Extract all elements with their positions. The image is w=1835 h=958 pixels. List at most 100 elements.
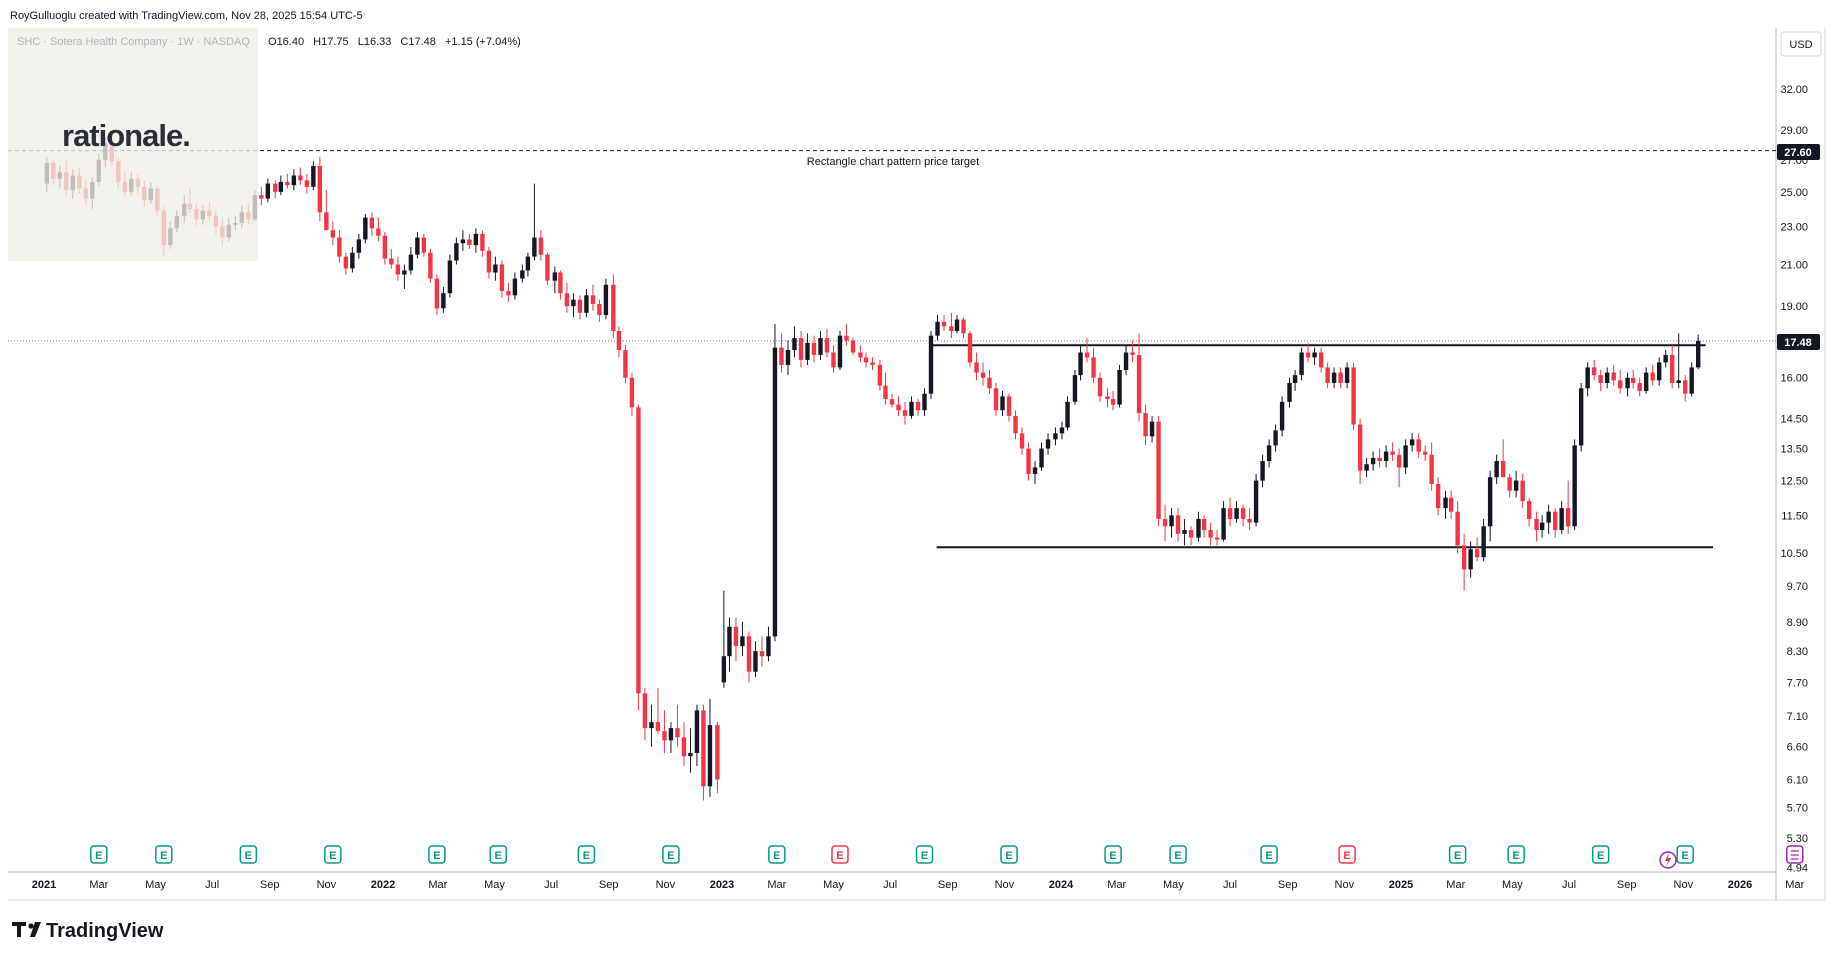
- candle-body: [441, 293, 446, 309]
- ohlc-legend[interactable]: SHC · Sotera Health Company · 1W · NASDA…: [17, 36, 521, 48]
- time-axis-label: May: [484, 879, 505, 891]
- earnings-event-marker[interactable]: E: [1591, 845, 1610, 864]
- candle: [376, 217, 381, 242]
- candle-body: [1234, 508, 1239, 519]
- candle: [1689, 362, 1694, 397]
- candle-body: [1162, 518, 1168, 527]
- candle-body: [1676, 380, 1681, 383]
- target-price-badge: 27.60: [1777, 144, 1820, 160]
- earnings-event-marker[interactable]: E: [915, 845, 934, 864]
- candle: [1182, 518, 1187, 546]
- candle-body: [1305, 352, 1311, 358]
- candle: [1520, 473, 1525, 509]
- candle: [636, 404, 641, 711]
- candle-body: [1403, 445, 1408, 468]
- earnings-event-marker[interactable]: E: [1448, 845, 1467, 864]
- candle: [564, 282, 570, 313]
- earnings-event-marker[interactable]: E: [90, 845, 108, 864]
- candle: [1312, 347, 1317, 365]
- candle-body: [1227, 508, 1233, 519]
- candle-body: [1149, 421, 1155, 437]
- candle-body: [1682, 380, 1688, 394]
- upcoming-event-icon[interactable]: [1659, 851, 1677, 869]
- candle-body: [915, 401, 921, 411]
- candle-body: [1182, 530, 1187, 534]
- candle: [590, 284, 596, 311]
- earnings-event-marker[interactable]: E: [428, 845, 446, 864]
- earnings-event-marker[interactable]: E: [1000, 845, 1018, 864]
- candle-body: [1338, 372, 1343, 383]
- candle: [779, 333, 784, 373]
- earnings-event-marker[interactable]: E: [1260, 845, 1278, 864]
- tradingview-logo[interactable]: TradingView: [12, 920, 164, 942]
- candle-body: [434, 278, 440, 309]
- candle: [1344, 362, 1350, 389]
- dividend-event-marker[interactable]: [1786, 845, 1804, 864]
- candle: [753, 641, 758, 678]
- earnings-event-marker[interactable]: E: [577, 845, 596, 864]
- candle: [428, 248, 433, 283]
- candle-body: [1266, 445, 1272, 462]
- candle: [532, 183, 537, 261]
- candle-body: [759, 651, 765, 657]
- price-axis-ticks[interactable]: 32.0029.0027.0025.0023.0021.0019.0016.00…: [1780, 84, 1808, 874]
- candle-body: [980, 372, 986, 378]
- candle-body: [1175, 515, 1181, 534]
- earnings-event-marker[interactable]: E: [1169, 845, 1187, 864]
- time-axis-labels[interactable]: 2021 Mar May Jul Sep Nov 2022 Mar May Jul Sep Nov 20…: [32, 879, 1805, 891]
- candle-body: [525, 256, 531, 271]
- time-axis-label: 2023: [710, 879, 734, 891]
- candle-body: [402, 270, 407, 275]
- candle-body: [1078, 352, 1083, 376]
- price-tick-label: 21.00: [1780, 259, 1808, 271]
- candle-body: [428, 252, 433, 279]
- earnings-letter: E: [433, 850, 440, 862]
- candle-body: [1689, 367, 1694, 394]
- currency-button[interactable]: USD: [1780, 31, 1822, 57]
- candle-body: [1364, 464, 1369, 471]
- candle: [1669, 345, 1675, 389]
- earnings-event-marker[interactable]: E: [155, 845, 173, 864]
- candle-body: [889, 399, 895, 405]
- candle-body: [1487, 477, 1493, 527]
- candle: [1637, 377, 1642, 397]
- candle: [1572, 439, 1577, 531]
- candle-body: [1214, 537, 1220, 540]
- earnings-event-marker[interactable]: E: [1507, 845, 1525, 864]
- candle: [792, 326, 797, 358]
- candle: [707, 698, 713, 797]
- earnings-event-marker[interactable]: E: [324, 845, 342, 864]
- candle-body: [1253, 480, 1259, 523]
- candle-body: [792, 338, 797, 351]
- candle: [1539, 515, 1545, 538]
- candle: [1201, 515, 1207, 538]
- candle-body: [1351, 367, 1356, 425]
- candle: [785, 340, 791, 376]
- earnings-event-marker[interactable]: E: [662, 845, 680, 864]
- candle: [402, 264, 407, 289]
- candle-body: [1318, 352, 1324, 368]
- candle-body: [1409, 439, 1415, 446]
- earnings-event-marker[interactable]: E: [239, 845, 258, 864]
- time-axis-label: Jul: [544, 879, 558, 891]
- earnings-event-marker[interactable]: E: [831, 845, 849, 864]
- candle-body: [850, 340, 856, 353]
- candle-body: [1201, 518, 1207, 531]
- candle: [954, 315, 960, 334]
- earnings-event-marker[interactable]: E: [1338, 845, 1356, 864]
- svg-text:O16.40 H17.75 L16.: O16.40 H17.75 L16.33 C17.48 +1.15 (+7.04…: [268, 36, 521, 48]
- candle-body: [1072, 375, 1078, 402]
- earnings-event-marker[interactable]: E: [1104, 845, 1122, 864]
- candle: [1019, 427, 1025, 455]
- earnings-event-marker[interactable]: E: [1676, 845, 1694, 864]
- candle: [454, 237, 459, 265]
- candle-body: [304, 180, 310, 187]
- earnings-event-marker[interactable]: E: [768, 845, 786, 864]
- candle-body: [343, 256, 349, 269]
- earnings-event-marker[interactable]: E: [489, 845, 507, 864]
- candle-body: [727, 626, 732, 657]
- candle: [662, 710, 667, 753]
- candle: [740, 622, 745, 657]
